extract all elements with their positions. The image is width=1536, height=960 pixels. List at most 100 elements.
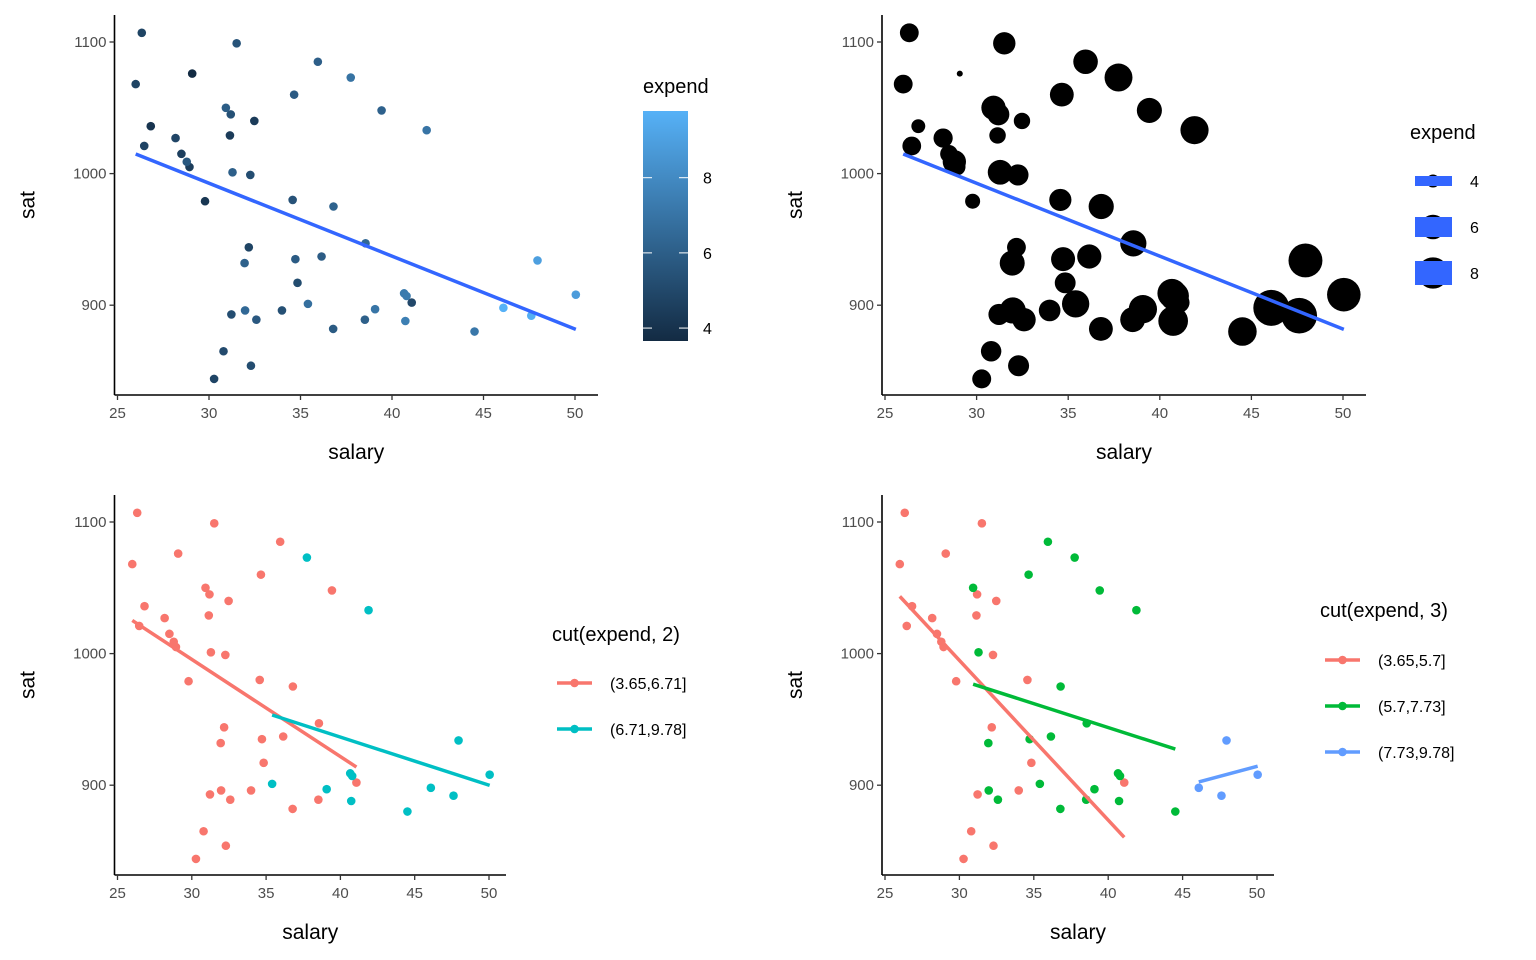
data-point — [137, 28, 147, 38]
data-point — [927, 613, 937, 623]
data-point — [171, 133, 180, 143]
data-point — [991, 596, 1001, 606]
data-point — [205, 590, 214, 599]
data-point — [216, 786, 226, 795]
data-point — [131, 79, 140, 89]
data-point — [328, 324, 338, 334]
data-point — [209, 374, 219, 384]
y-tick-label: 900 — [849, 297, 874, 314]
data-point — [1158, 306, 1188, 336]
data-point — [288, 804, 297, 814]
legend-key-point — [570, 724, 579, 734]
data-point — [899, 23, 919, 43]
data-point — [352, 778, 361, 787]
data-point — [1061, 290, 1090, 318]
data-point — [216, 738, 225, 748]
data-point — [346, 796, 356, 806]
y-axis-title: sat — [784, 671, 807, 699]
data-point — [1056, 804, 1065, 814]
fit-line — [135, 152, 577, 332]
y-tick-label: 900 — [81, 777, 106, 794]
data-point — [972, 369, 992, 389]
data-point — [187, 69, 197, 78]
data-point — [403, 807, 412, 816]
data-point — [327, 586, 337, 595]
fit-line — [131, 618, 358, 769]
data-point — [426, 783, 436, 793]
legend-label: (7.73,9.78] — [1378, 745, 1455, 762]
data-point — [1253, 289, 1290, 326]
data-point — [972, 590, 982, 599]
data-point — [933, 128, 953, 148]
data-point — [893, 74, 913, 94]
data-point — [199, 826, 208, 836]
data-point — [293, 278, 302, 288]
x-tick-label: 35 — [1025, 885, 1042, 902]
data-point — [974, 647, 983, 657]
data-point — [1014, 786, 1024, 795]
data-point — [1070, 553, 1079, 562]
legend-title: cut(expend, 2) — [552, 624, 680, 646]
data-point — [895, 559, 905, 569]
x-tick-label: 45 — [1243, 405, 1260, 422]
x-tick-label: 40 — [384, 405, 401, 422]
x-tick-label: 40 — [1100, 885, 1117, 902]
data-point — [370, 304, 380, 314]
data-point — [966, 826, 976, 836]
data-point — [1171, 807, 1180, 816]
data-point — [1095, 586, 1105, 595]
data-point — [1115, 771, 1125, 781]
data-point — [1217, 791, 1226, 801]
data-point — [173, 549, 183, 558]
x-tick-label: 25 — [877, 885, 894, 902]
data-point — [956, 70, 963, 77]
fit-line — [972, 682, 1176, 751]
data-point — [165, 629, 174, 639]
data-point — [959, 854, 968, 864]
data-point — [221, 103, 231, 113]
panel-1: 25 30 35 40 45 50 900 1000 1100 salary sat expend 4 6… — [17, 15, 712, 464]
legend-label: (3.65,6.71] — [610, 676, 687, 693]
data-point — [219, 722, 229, 732]
data-point — [1114, 796, 1124, 806]
x-axis-title: salary — [1050, 921, 1107, 944]
data-point — [987, 722, 997, 732]
data-point — [1073, 49, 1098, 75]
data-point — [1024, 570, 1033, 579]
data-point — [1049, 188, 1072, 212]
data-point — [407, 298, 417, 307]
data-point — [291, 254, 300, 264]
fit-line — [1198, 764, 1259, 784]
data-point — [132, 508, 142, 518]
data-point — [1288, 243, 1323, 278]
data-point — [232, 39, 241, 48]
data-point — [1007, 164, 1029, 186]
data-point — [346, 73, 356, 82]
x-tick-label: 45 — [475, 405, 492, 422]
data-point — [900, 508, 910, 518]
y-tick-label: 1100 — [74, 514, 106, 531]
x-tick-label: 35 — [258, 885, 275, 902]
x-tick-label: 50 — [481, 885, 498, 902]
legend-key-point — [1338, 701, 1347, 711]
data-point — [289, 90, 299, 99]
data-point — [1222, 736, 1231, 745]
data-point — [987, 159, 1013, 185]
data-point — [422, 125, 431, 135]
x-tick-label: 30 — [183, 885, 200, 902]
data-point — [314, 719, 324, 728]
data-point — [402, 291, 411, 301]
data-point — [1228, 317, 1257, 346]
data-point — [288, 195, 297, 205]
data-point — [277, 306, 287, 315]
x-tick-label: 40 — [332, 885, 349, 902]
x-tick-label: 45 — [1174, 885, 1191, 902]
data-point — [127, 559, 137, 569]
data-point — [246, 170, 255, 180]
data-point — [257, 734, 267, 744]
y-tick-label: 1000 — [841, 646, 874, 663]
data-point — [902, 136, 922, 156]
x-tick-label: 25 — [109, 405, 126, 422]
data-point — [303, 299, 313, 309]
x-tick-label: 25 — [109, 885, 126, 902]
